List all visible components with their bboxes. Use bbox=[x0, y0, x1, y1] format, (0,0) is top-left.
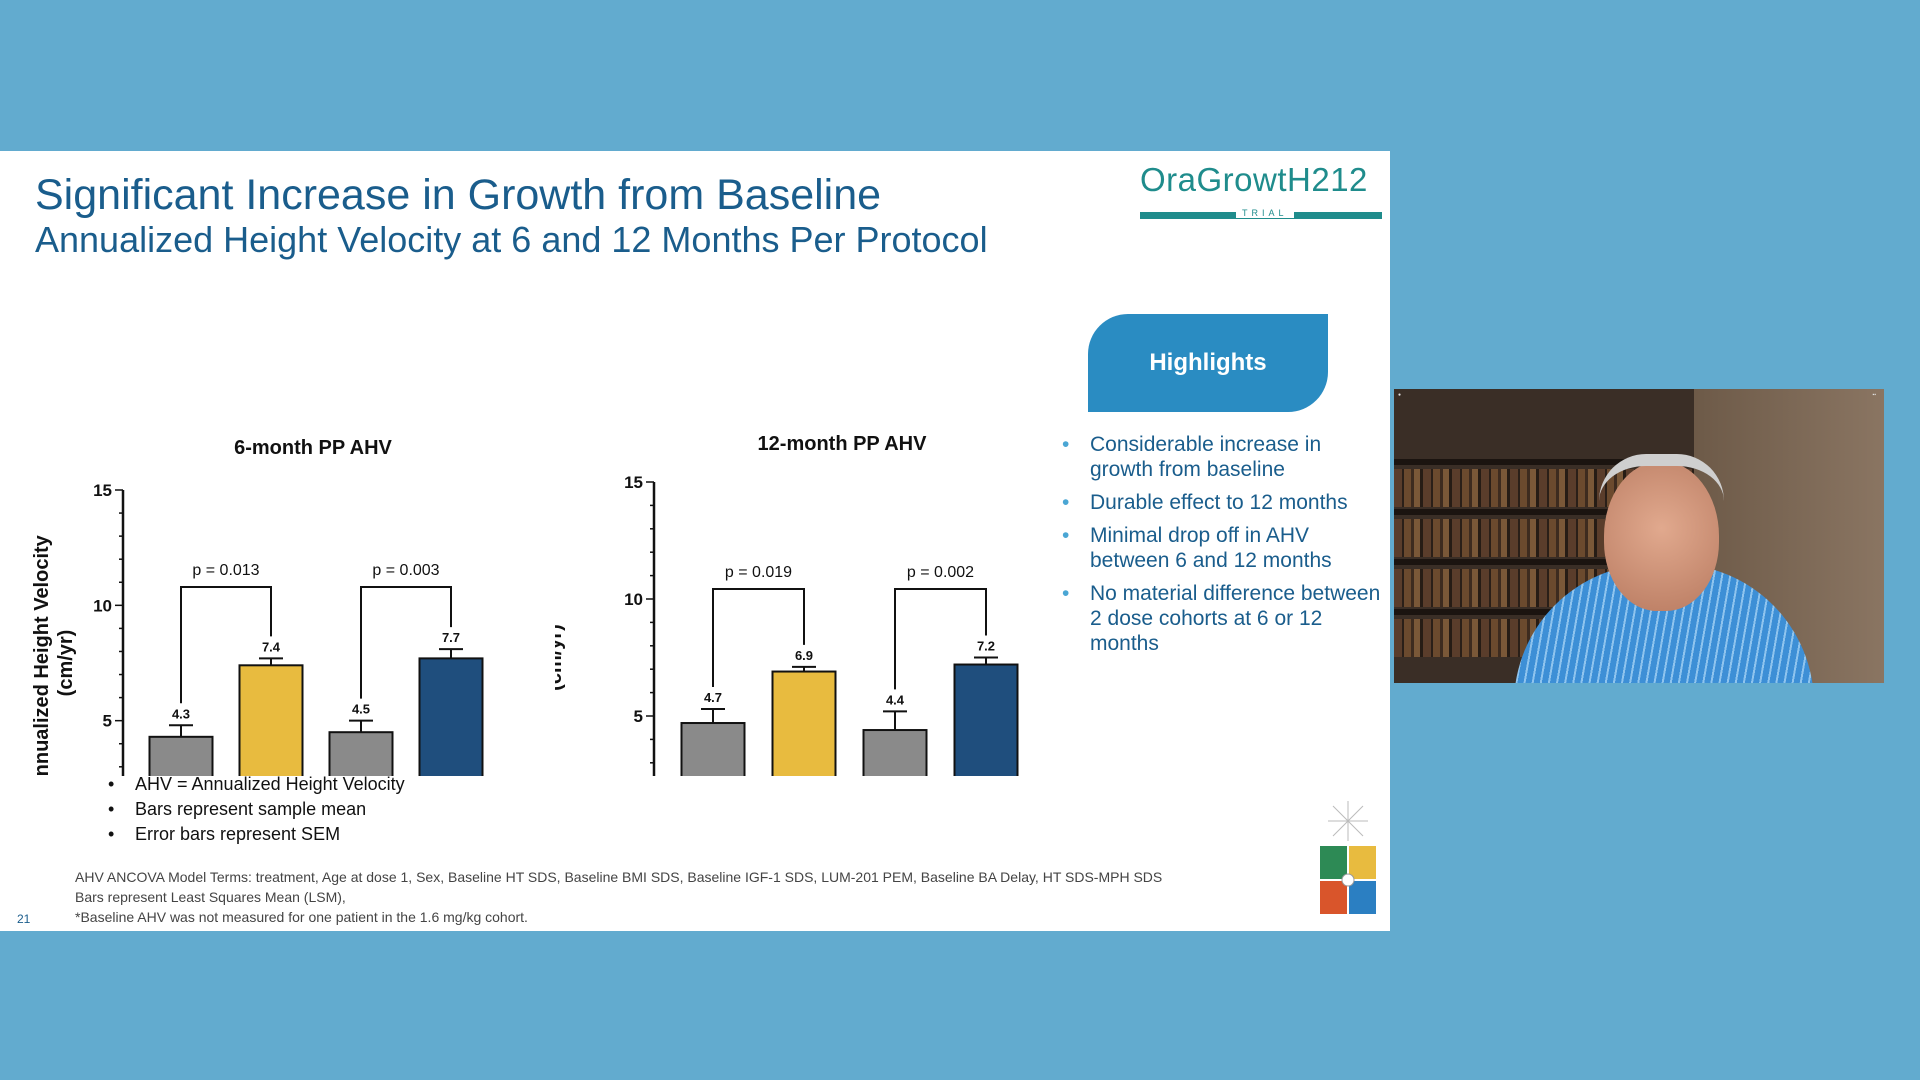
bar-value-label: 7.4 bbox=[262, 639, 281, 654]
highlight-item: Minimal drop off in AHV between 6 and 12… bbox=[1062, 523, 1382, 573]
y-tick-label: 10 bbox=[624, 590, 643, 609]
bar-value-label: 4.7 bbox=[704, 690, 722, 705]
footnote-line: Bars represent Least Squares Mean (LSM), bbox=[75, 889, 346, 905]
significance-bracket bbox=[360, 586, 452, 699]
significance-bracket bbox=[894, 588, 987, 690]
video-options-icon: ▪▪ bbox=[1872, 392, 1876, 398]
note-item: Bars represent sample mean bbox=[108, 799, 405, 824]
highlight-item: No material difference between 2 dose co… bbox=[1062, 581, 1382, 656]
bar bbox=[862, 729, 928, 776]
bar-value-label: 4.5 bbox=[352, 702, 370, 717]
university-seal-icon bbox=[1320, 801, 1376, 914]
bar bbox=[418, 657, 484, 776]
p-value-label: p = 0.019 bbox=[725, 564, 792, 581]
chart-notes: AHV = Annualized Height Velocity Bars re… bbox=[108, 774, 405, 849]
significance-bracket bbox=[712, 588, 805, 687]
note-item: Error bars represent SEM bbox=[108, 824, 405, 849]
chart-6-month: 6-month PP AHV Annualized Height Velocity… bbox=[31, 437, 484, 776]
bar-value-label: 7.7 bbox=[442, 630, 460, 645]
significance-bracket bbox=[180, 586, 272, 704]
bar-value-label: 4.4 bbox=[886, 692, 905, 707]
footnote-line: *Baseline AHV was not measured for one p… bbox=[75, 909, 528, 925]
note-item: AHV = Annualized Height Velocity bbox=[108, 774, 405, 799]
y-tick-label: 15 bbox=[93, 481, 112, 500]
bar bbox=[953, 663, 1019, 776]
highlights-card: Highlights bbox=[1088, 314, 1328, 412]
bar bbox=[771, 670, 837, 776]
y-tick-label: 5 bbox=[634, 707, 643, 726]
chart-title: 12-month PP AHV bbox=[758, 433, 928, 455]
chart-12-month: 12-month PP AHV Annualized Height Velocit… bbox=[555, 433, 1019, 776]
recording-indicator-icon: ● bbox=[1398, 392, 1402, 398]
bar bbox=[680, 722, 746, 776]
bar-value-label: 6.9 bbox=[795, 648, 813, 663]
y-tick-label: 10 bbox=[93, 596, 112, 615]
bar bbox=[238, 664, 304, 776]
logo-tag: TRIAL bbox=[1236, 208, 1294, 218]
logo-wordmark: OraGrowtH212 bbox=[1140, 161, 1368, 198]
presentation-slide: Significant Increase in Growth from Base… bbox=[0, 151, 1390, 931]
page-number: 21 bbox=[17, 912, 31, 926]
bar-value-label: 7.2 bbox=[977, 639, 995, 654]
bar-value-label: 4.3 bbox=[172, 706, 190, 721]
y-axis-label: Annualized Height Velocity(cm/yr) bbox=[555, 529, 566, 776]
p-value-label: p = 0.003 bbox=[372, 562, 439, 579]
oragrowth-logo: OraGrowtH212 TRIAL bbox=[1140, 161, 1385, 223]
webcam-video-feed: ● ▪▪ bbox=[1394, 389, 1884, 683]
highlight-item: Considerable increase in growth from bas… bbox=[1062, 432, 1382, 482]
chart-title: 6-month PP AHV bbox=[234, 437, 392, 459]
highlight-item: Durable effect to 12 months bbox=[1062, 490, 1382, 515]
bar bbox=[328, 731, 394, 776]
footnote-line: AHV ANCOVA Model Terms: treatment, Age a… bbox=[75, 869, 1163, 885]
slide-subtitle: Annualized Height Velocity at 6 and 12 M… bbox=[35, 219, 988, 260]
slide-title: Significant Increase in Growth from Base… bbox=[35, 171, 882, 219]
bar bbox=[148, 735, 214, 776]
y-tick-label: 15 bbox=[624, 473, 643, 492]
p-value-label: p = 0.002 bbox=[907, 564, 974, 581]
y-tick-label: 5 bbox=[103, 712, 112, 731]
footnote: AHV ANCOVA Model Terms: treatment, Age a… bbox=[75, 867, 1162, 927]
y-axis-label: Annualized Height Velocity(cm/yr) bbox=[31, 534, 77, 776]
p-value-label: p = 0.013 bbox=[192, 562, 259, 579]
highlights-list: Considerable increase in growth from bas… bbox=[1062, 432, 1382, 664]
